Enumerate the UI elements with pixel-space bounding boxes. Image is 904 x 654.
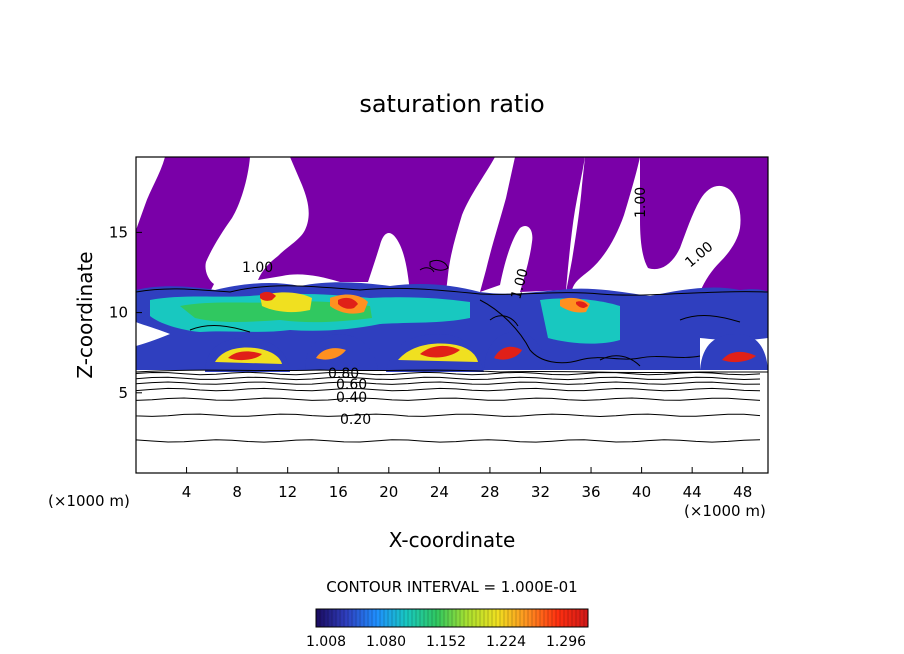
contour-line	[479, 299, 701, 364]
plot-area: 1.00 0.20 0.40 0.60 0.80 1.00 1.00 1.00	[136, 157, 768, 473]
horizontal-contour-line	[136, 376, 761, 381]
contour-interval-text: CONTOUR INTERVAL = 1.000E-01	[326, 578, 577, 596]
colorbar-tick-label: 1.224	[486, 634, 526, 650]
purple-region-right	[640, 157, 768, 292]
cloud-band-cyan-right	[540, 298, 620, 344]
colorbar: 1.008 1.080 1.152 1.224 1.296	[306, 608, 589, 650]
lower-bulge-5-core	[722, 351, 756, 363]
colorbar-ticks: 1.008 1.080 1.152 1.224 1.296	[306, 634, 586, 650]
colorbar-tick-label: 1.296	[546, 634, 586, 650]
hot-core-3	[576, 301, 588, 308]
purple-region-upper-left-tongue	[136, 157, 165, 230]
cloud-band-green	[180, 301, 372, 323]
x-tick-label: 20	[379, 483, 398, 501]
purple-region-left	[136, 157, 250, 292]
horizontal-contours	[136, 371, 761, 443]
x-tick-label: 24	[430, 483, 449, 501]
contour-label-0.20: 0.20	[340, 412, 371, 428]
contour-line	[489, 315, 519, 327]
colorbar-tick-label: 1.152	[426, 634, 466, 650]
cloud-band-layer	[136, 282, 768, 372]
contour-line	[419, 267, 435, 273]
y-tick-label: 15	[109, 223, 128, 241]
contour-label-0.60: 0.60	[336, 377, 367, 393]
colorbar-stripes	[315, 609, 589, 627]
contour-line	[136, 285, 768, 296]
irregular-contours	[136, 259, 768, 374]
plot-frame	[135, 156, 769, 474]
x-tick-label: 12	[278, 483, 297, 501]
horizontal-contour-line	[136, 397, 761, 401]
x-tick-label: 4	[182, 483, 192, 501]
purple-region-center	[480, 157, 585, 292]
y-tick-label: 5	[118, 384, 128, 402]
y-axis-label: Z-coordinate	[73, 251, 97, 378]
lower-bulge-3-core	[420, 345, 460, 358]
contour-label-1.00-center: 1.00	[508, 267, 532, 301]
hot-core-1	[260, 291, 276, 301]
purple-region-right-center	[566, 157, 640, 292]
colorbar-tick-label: 1.008	[306, 634, 346, 650]
cloud-band-red	[338, 297, 358, 309]
chart-title: saturation ratio	[359, 90, 544, 118]
colorbar-frame	[315, 608, 589, 628]
x-tick-label: 32	[531, 483, 550, 501]
contour-label-0.80: 0.80	[328, 366, 359, 382]
lower-bulge-4-core	[494, 346, 522, 360]
y-tick-label: 10	[109, 304, 128, 322]
contour-label-1.00-left: 1.00	[242, 260, 273, 276]
contour-label-1.00-right: 1.00	[633, 187, 649, 218]
x-axis-label: X-coordinate	[389, 528, 516, 552]
horizontal-contour-line	[136, 413, 761, 418]
x-tick-label: 16	[329, 483, 348, 501]
contour-line	[599, 355, 641, 367]
lower-bulge-1-core	[228, 351, 262, 361]
supersaturation-region-layer	[136, 157, 768, 292]
purple-region-right-bottom	[740, 258, 768, 292]
contour-line	[429, 259, 449, 271]
horizontal-contour-line	[136, 439, 761, 443]
x-tick-label: 40	[632, 483, 651, 501]
x-tick-label: 48	[733, 483, 752, 501]
colorbar-tick-label: 1.080	[366, 634, 406, 650]
contour-line	[189, 325, 251, 333]
contour-label-0.40: 0.40	[336, 390, 367, 406]
x-tick-label: 36	[581, 483, 600, 501]
horizontal-contour-line	[136, 387, 761, 392]
x-tick-label: 44	[683, 483, 702, 501]
horizontal-contour-line	[136, 371, 761, 376]
z-unit-label: (×1000 m)	[48, 492, 130, 510]
x-tick-label: 8	[232, 483, 242, 501]
lower-bulge-2-core	[316, 348, 346, 360]
colorbar-gradient	[316, 609, 588, 627]
x-tick-label: 28	[480, 483, 499, 501]
contour-line	[136, 369, 768, 374]
y-axis-ticks: 5 10 15	[109, 223, 142, 402]
purple-region-main	[258, 157, 495, 292]
x-unit-label: (×1000 m)	[684, 502, 766, 520]
hot-core-2	[560, 297, 590, 313]
lower-bulge-5	[700, 334, 768, 370]
x-axis-ticks: 4 8 12 16 20 24 28 32 36 40 44 48	[182, 467, 752, 501]
contour-line	[679, 315, 741, 323]
horizontal-contour-line	[136, 381, 761, 385]
